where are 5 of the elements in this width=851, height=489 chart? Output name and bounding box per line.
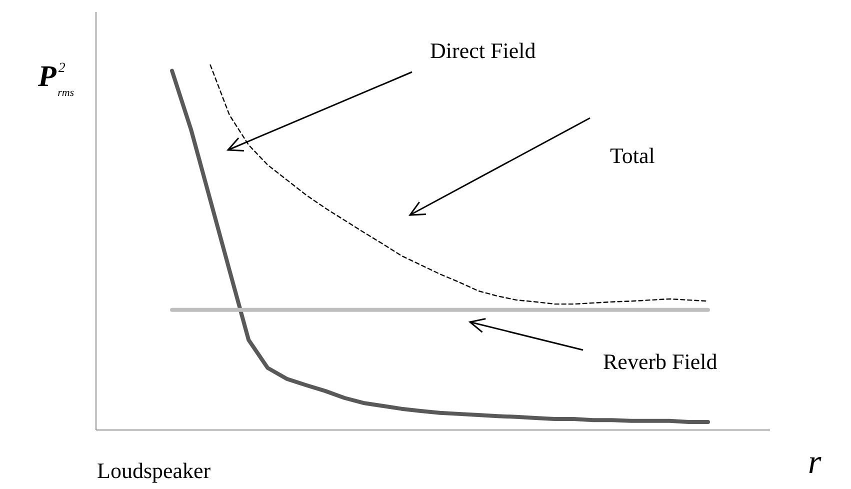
x-axis-title: r <box>808 444 822 481</box>
text: Loudspeaker <box>97 458 212 483</box>
annotation: Reverb Field <box>603 349 718 374</box>
text: Direct Field <box>430 38 536 63</box>
annotation: Total <box>610 143 655 168</box>
